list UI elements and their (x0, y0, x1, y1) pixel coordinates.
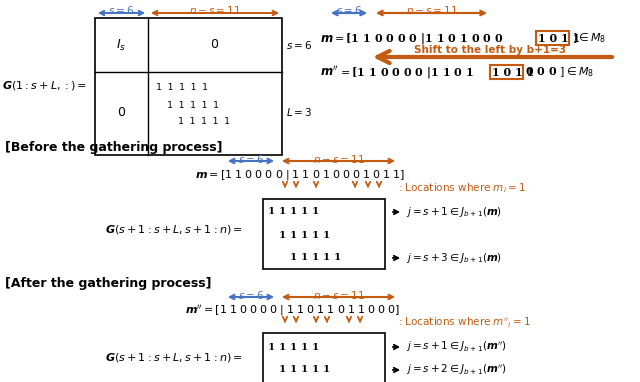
Text: $0$: $0$ (117, 105, 126, 118)
Text: 1: 1 (268, 343, 275, 351)
Bar (263, 333, 385, 382)
Text: $n-s=11$: $n-s=11$ (406, 4, 458, 16)
Bar (278, 207, 287, 217)
Text: : Locations where $m_i=1$: : Locations where $m_i=1$ (398, 181, 526, 195)
Text: 1: 1 (300, 254, 308, 262)
Text: 0 0 0 $]\in M_8$: 0 0 0 $]\in M_8$ (525, 65, 594, 79)
Text: $\mathit{I}_s$: $\mathit{I}_s$ (116, 37, 127, 53)
Text: $=$[1 1 0 0 0 0 |1 1 0 1 0 0 0: $=$[1 1 0 0 0 0 |1 1 0 1 0 0 0 (332, 31, 504, 45)
Text: $s=6$: $s=6$ (238, 289, 264, 301)
Text: $=$[1 1 0 0 0 0 |1 1 0 1: $=$[1 1 0 0 0 0 |1 1 0 1 (338, 65, 474, 79)
Text: $j=s+1\in J_{b+1}(\boldsymbol{m}'')$: $j=s+1\in J_{b+1}(\boldsymbol{m}'')$ (406, 340, 506, 354)
Text: 1: 1 (289, 366, 296, 374)
Bar (263, 199, 385, 269)
Text: 1: 1 (312, 343, 319, 351)
Text: $L=3$: $L=3$ (286, 106, 312, 118)
Text: $\boldsymbol{G}(1{:}s+L,:)=$: $\boldsymbol{G}(1{:}s+L,:)=$ (2, 79, 86, 92)
Bar (289, 364, 298, 376)
Text: 1: 1 (323, 254, 330, 262)
Text: 1: 1 (312, 366, 319, 374)
Text: $s=6$: $s=6$ (286, 39, 312, 51)
Text: 1: 1 (278, 230, 285, 240)
Text: 1: 1 (289, 207, 296, 217)
Text: 1: 1 (323, 230, 330, 240)
Text: $0$: $0$ (211, 39, 220, 52)
Bar (266, 342, 275, 353)
Text: 1: 1 (278, 343, 285, 351)
Text: 1: 1 (289, 230, 296, 240)
Text: $j=s+1\in J_{b+1}(\boldsymbol{m})$: $j=s+1\in J_{b+1}(\boldsymbol{m})$ (406, 205, 502, 219)
Text: $\boldsymbol{m}''$: $\boldsymbol{m}''$ (320, 65, 339, 79)
Text: $\boldsymbol{m}=[1\;1\;0\;0\;0\;0\;|\;1\;1\;0\;1\;0\;0\;0\;1\;0\;1\;1]$: $\boldsymbol{m}=[1\;1\;0\;0\;0\;0\;|\;1\… (195, 168, 405, 182)
Text: $j=s+3\in J_{b+1}(\boldsymbol{m})$: $j=s+3\in J_{b+1}(\boldsymbol{m})$ (406, 251, 502, 265)
Bar (536, 31, 569, 45)
Text: $\boldsymbol{G}(s+1{:}s+L,s+1{:}n)=$: $\boldsymbol{G}(s+1{:}s+L,s+1{:}n)=$ (105, 223, 243, 236)
Bar (278, 342, 287, 353)
Text: 1: 1 (333, 254, 340, 262)
Bar (321, 364, 330, 376)
Text: 1: 1 (268, 207, 275, 217)
Text: $\boldsymbol{m}$: $\boldsymbol{m}$ (320, 31, 333, 44)
Bar (300, 253, 308, 264)
Text: 1: 1 (289, 254, 296, 262)
Text: [Before the gathering process]: [Before the gathering process] (5, 141, 223, 154)
Bar (300, 342, 308, 353)
Text: $\boldsymbol{G}(s+1{:}s+L,s+1{:}n)=$: $\boldsymbol{G}(s+1{:}s+L,s+1{:}n)=$ (105, 351, 243, 364)
Text: $\boldsymbol{m}''=[1\;1\;0\;0\;0\;0\;|\;1\;1\;0\;1\;1\;0\;1\;1\;0\;0\;0]$: $\boldsymbol{m}''=[1\;1\;0\;0\;0\;0\;|\;… (185, 303, 400, 317)
Text: $j=s+2\in J_{b+1}(\boldsymbol{m}'')$: $j=s+2\in J_{b+1}(\boldsymbol{m}'')$ (406, 363, 506, 377)
Text: $]\in M_8$: $]\in M_8$ (572, 31, 606, 45)
Text: 1: 1 (312, 230, 319, 240)
Text: $s=6$: $s=6$ (238, 153, 264, 165)
Text: 1: 1 (300, 343, 308, 351)
Text: 1: 1 (278, 207, 285, 217)
Bar (490, 65, 523, 79)
Text: [After the gathering process]: [After the gathering process] (5, 277, 211, 290)
Text: 1 0 1 1: 1 0 1 1 (492, 66, 534, 78)
Text: $n-s=11$: $n-s=11$ (189, 4, 241, 16)
Text: $n-s=11$: $n-s=11$ (313, 153, 364, 165)
Text: 1 1 1 1 1: 1 1 1 1 1 (178, 118, 230, 126)
Text: 1: 1 (323, 366, 330, 374)
Text: 1: 1 (312, 254, 319, 262)
Text: 1: 1 (312, 207, 319, 217)
Text: 1: 1 (300, 230, 308, 240)
Text: 1 1 1 1 1: 1 1 1 1 1 (167, 100, 219, 110)
Bar (310, 253, 319, 264)
Text: 1: 1 (278, 366, 285, 374)
Text: 1 0 1 1: 1 0 1 1 (538, 32, 580, 44)
Text: $s=6$: $s=6$ (336, 4, 362, 16)
Bar (95, 18, 282, 155)
Text: 1: 1 (300, 366, 308, 374)
Text: 1: 1 (289, 343, 296, 351)
Text: : Locations where $m''_i=1$: : Locations where $m''_i=1$ (398, 316, 531, 330)
Bar (321, 230, 330, 241)
Text: 1 1 1 1 1: 1 1 1 1 1 (156, 84, 208, 92)
Bar (289, 342, 298, 353)
Bar (310, 364, 319, 376)
Text: $s=6$: $s=6$ (108, 4, 134, 16)
Text: Shift to the left by b+1=3: Shift to the left by b+1=3 (414, 45, 566, 55)
Text: 1: 1 (300, 207, 308, 217)
Bar (266, 207, 275, 217)
Text: $n-s=11$: $n-s=11$ (313, 289, 364, 301)
